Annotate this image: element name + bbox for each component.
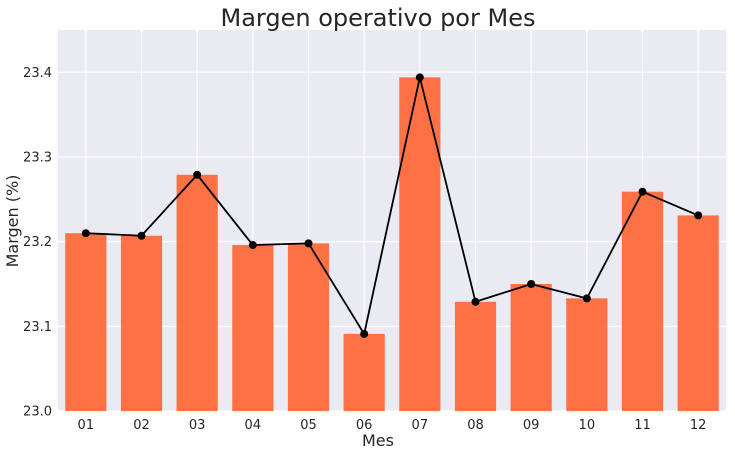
- series-line: [85, 77, 699, 337]
- line-point: [471, 297, 480, 306]
- bar: [454, 301, 497, 411]
- bar: [621, 191, 664, 411]
- line-point: [248, 241, 257, 250]
- bars: [65, 77, 719, 411]
- line-point: [527, 280, 536, 288]
- x-tick-label: 02: [133, 418, 150, 433]
- x-tick-label: 06: [356, 418, 373, 433]
- x-tick-label: 08: [467, 418, 484, 433]
- y-tick-label: 23.0: [23, 405, 52, 420]
- line-point: [582, 294, 591, 303]
- bar: [399, 77, 441, 411]
- line-point: [415, 73, 424, 82]
- bar: [343, 333, 385, 411]
- x-ticks: 01 02 03 04 05 06 07 08 09 10 11 12: [78, 418, 707, 433]
- x-tick-label: 05: [300, 418, 317, 433]
- x-tick-label: 03: [189, 418, 206, 433]
- line-point: [638, 187, 647, 196]
- bar: [176, 174, 218, 411]
- plot-background: [58, 30, 726, 411]
- overlay-line: [81, 73, 703, 338]
- x-tick-label: 12: [690, 418, 707, 433]
- bar: [232, 245, 274, 411]
- x-tick-label: 07: [412, 418, 429, 433]
- x-tick-label: 09: [523, 418, 540, 433]
- x-tick-label: 11: [634, 418, 651, 433]
- y-tick-label: 23.4: [23, 66, 52, 81]
- bar: [566, 298, 608, 411]
- line-point: [694, 211, 703, 220]
- line-point: [193, 170, 202, 179]
- x-axis-label: Mes: [362, 431, 394, 450]
- bar: [677, 215, 719, 411]
- x-tick-label: 10: [579, 418, 596, 433]
- line-point: [360, 329, 369, 338]
- y-tick-label: 23.3: [23, 151, 52, 166]
- line-point: [81, 229, 90, 238]
- x-tick-label: 04: [245, 418, 262, 433]
- bar: [120, 235, 163, 411]
- y-tick-label: 23.2: [23, 235, 52, 250]
- bar: [287, 243, 330, 411]
- bar: [510, 284, 552, 411]
- y-ticks: 23.0 23.1 23.2 23.3 23.4: [23, 66, 52, 420]
- bar: [65, 233, 107, 411]
- x-tick-label: 01: [78, 418, 95, 433]
- y-tick-label: 23.1: [23, 320, 52, 335]
- line-point: [137, 231, 146, 240]
- y-axis-label: Margen (%): [3, 175, 22, 268]
- line-point: [304, 239, 313, 248]
- chart-title: Margen operativo por Mes: [221, 4, 536, 32]
